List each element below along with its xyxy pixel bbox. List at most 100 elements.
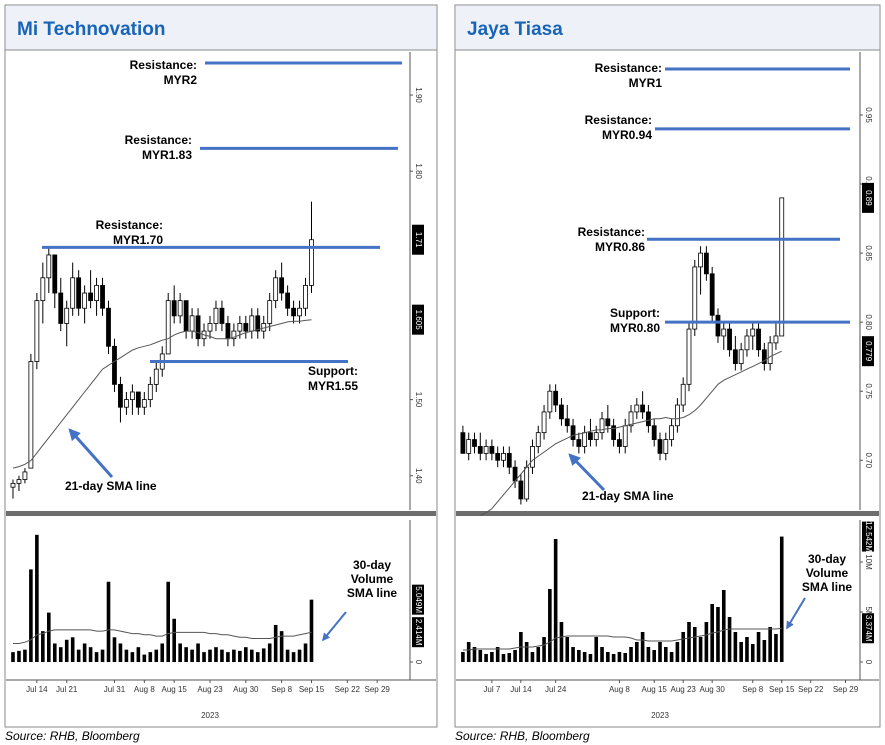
level-label: MYR0.86 [595, 240, 645, 254]
volume-bar [559, 622, 564, 662]
candle-body [231, 330, 237, 340]
candle-body [570, 425, 576, 440]
candle-body [267, 300, 273, 324]
x-tick-label: Jul 7 [483, 685, 500, 694]
x-tick-label: Sep 15 [769, 685, 795, 694]
candle-body [524, 466, 530, 500]
volume-tick-label: 0 [414, 660, 423, 665]
candle-body [744, 335, 750, 351]
level-label: Resistance: [585, 113, 652, 127]
volume-bar [160, 643, 165, 662]
volume-bar [190, 649, 194, 662]
volume-bar [524, 642, 529, 662]
volume-bar [484, 654, 488, 662]
price-tag [412, 304, 424, 335]
candle-body [309, 239, 314, 286]
volume-bar [208, 649, 212, 662]
candle-body [622, 425, 628, 447]
candle-body [599, 418, 605, 434]
candle-body [680, 383, 686, 406]
volume-bar [739, 642, 743, 662]
price-tag-label: 0.89 [864, 190, 873, 206]
volume-bar [142, 654, 147, 662]
level-label: Support: [308, 364, 358, 378]
candle-body [773, 335, 779, 344]
candle-body [177, 300, 183, 317]
sma-label: 21-day SMA line [582, 489, 674, 503]
volume-tag [862, 613, 874, 644]
volume-bar [553, 539, 558, 662]
panel [4, 4, 438, 728]
volume-bar [166, 581, 171, 662]
candle-body [225, 323, 231, 340]
x-tick-label: Jul 24 [545, 685, 567, 694]
panel-title: Jaya Tiasa [467, 19, 563, 40]
volume-bar [249, 649, 254, 662]
candle-body [237, 323, 243, 332]
candle-body [10, 482, 16, 488]
volume-bar [565, 637, 570, 662]
candle-body [34, 300, 40, 362]
candle-body [721, 328, 727, 337]
x-tick-label: Jul 14 [26, 685, 48, 694]
level-label: Resistance: [96, 218, 163, 232]
volume-bar [184, 647, 188, 662]
candle-body [663, 439, 669, 454]
candle-body [761, 349, 767, 365]
candle-body [153, 368, 159, 385]
y-tick-label: 1.90 [414, 87, 423, 103]
volume-bar [52, 643, 57, 662]
candle-body [165, 300, 171, 355]
candle-body [279, 277, 285, 294]
candle-body [530, 446, 535, 468]
sma-label: 21-day SMA line [65, 479, 157, 493]
candle-body [489, 446, 495, 454]
volume-bar [232, 649, 236, 662]
volume-bar [629, 647, 633, 662]
candle-body [273, 277, 279, 302]
volume-bar [745, 637, 749, 662]
volume-bar [23, 649, 27, 662]
candle-body [634, 404, 640, 413]
volume-bar [154, 649, 159, 662]
candle-body [460, 432, 466, 454]
candle-body [576, 439, 582, 447]
candle-body [495, 452, 501, 461]
candle-body [588, 432, 593, 440]
candle-body [732, 349, 738, 365]
candle-body [112, 345, 117, 385]
candle-body [76, 277, 82, 309]
volume-bar [501, 654, 506, 662]
volume-tick-label: 5M [864, 606, 873, 617]
volume-bar [675, 642, 680, 662]
volume-bar [698, 637, 703, 662]
candle-body [738, 349, 744, 365]
volume-tick-label: 0 [864, 660, 873, 665]
volume-bar [106, 581, 111, 662]
volume-bar [588, 654, 593, 662]
volume-bar [490, 652, 494, 662]
candle-body [64, 307, 70, 324]
candle-body [547, 390, 553, 413]
candle-body [709, 273, 715, 316]
price-tag-label: 1.71 [414, 232, 423, 248]
candle-body [779, 197, 785, 337]
volume-bar [112, 637, 117, 662]
candle-body [94, 285, 99, 302]
volume-sma-label: Volume [351, 572, 394, 586]
x-tick-label: Aug 15 [642, 685, 668, 694]
level-label: MYR0.94 [602, 128, 652, 142]
candle-body [100, 285, 105, 309]
volume-bar [548, 589, 552, 662]
candle-body [727, 328, 732, 351]
volume-bar [136, 647, 141, 662]
arrow [568, 453, 606, 492]
candle-body [559, 404, 564, 420]
price-tag [862, 182, 874, 213]
volume-bar [704, 622, 709, 662]
x-tick-label: Sep 29 [833, 685, 859, 694]
candle-body [483, 446, 489, 454]
volume-bar [11, 652, 15, 662]
volume-bar [124, 649, 129, 662]
volume-bar [687, 622, 691, 662]
